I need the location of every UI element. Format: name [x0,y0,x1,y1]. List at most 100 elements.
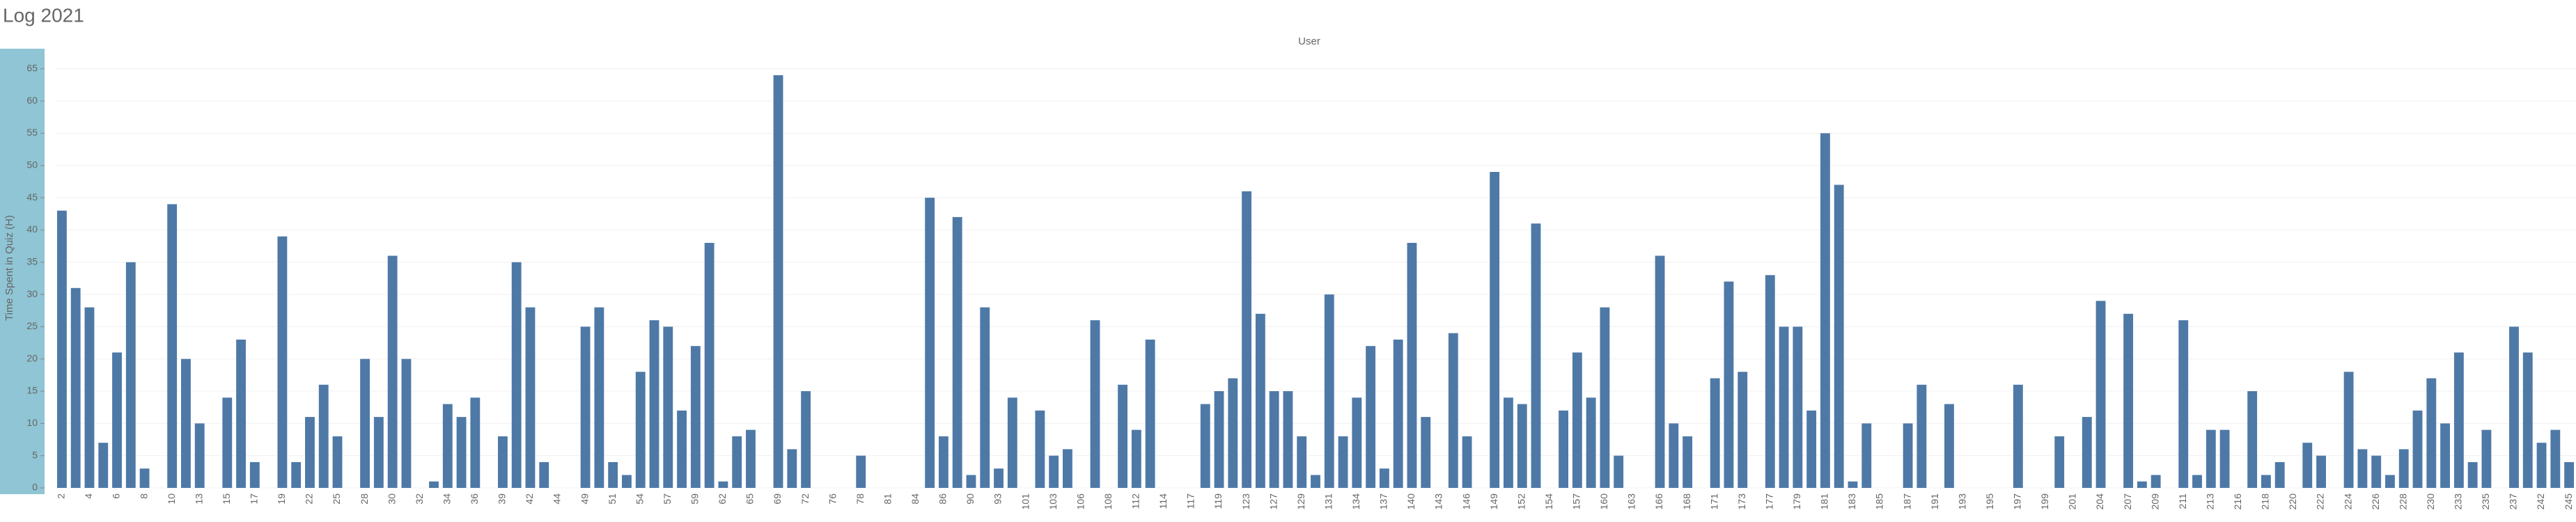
y-tick-label: 60 [26,95,38,106]
x-tick-label: 213 [2204,493,2215,510]
bar [1131,429,1141,488]
y-tick-label: 65 [26,62,38,73]
x-tick-label: 228 [2397,493,2408,510]
x-tick-label: 127 [1267,493,1279,510]
bar [1118,384,1127,488]
bar [1765,275,1775,488]
x-tick-label: 197 [2012,493,2023,510]
bar [2302,443,2313,488]
x-tick-label: 13 [193,493,204,505]
x-tick-label: 22 [304,493,315,505]
y-tick-label: 0 [32,482,38,493]
bar [1710,378,1720,488]
x-tick-label: 6 [111,493,122,499]
bar [2398,449,2409,488]
y-axis-title: Time Spent in Quiz (H) [3,215,15,321]
bar [194,423,205,488]
x-tick-label: 152 [1515,493,1527,510]
bar [1214,391,1224,488]
bar [1379,468,1389,488]
bar [70,287,81,488]
bar [401,358,412,488]
x-tick-label: 76 [827,493,838,505]
y-tick-label: 10 [26,417,38,428]
x-tick-label: 90 [965,493,976,505]
bar [1255,313,1265,488]
x-tick-label: 19 [276,493,287,505]
x-tick-label: 86 [937,493,949,505]
y-axis-band [0,49,45,494]
x-tick-label: 36 [469,493,480,505]
bar [635,372,646,488]
x-tick-label: 207 [2122,493,2133,510]
x-tick-label: 183 [1846,493,1857,510]
bar [2219,429,2230,488]
bar [1517,404,1527,488]
bar [1393,339,1403,488]
x-tick-label: 168 [1681,493,1692,510]
y-tick-label: 50 [26,159,38,170]
x-tick-label: 242 [2535,493,2546,510]
x-tick-label: 28 [359,493,370,505]
bar [1738,372,1748,488]
bar [2261,475,2271,488]
bar [1820,133,1830,489]
bar [1572,352,1582,488]
x-tick-label: 8 [138,493,149,499]
x-tick-label: 222 [2315,493,2326,510]
bar [952,216,962,488]
x-tick-label: 59 [689,493,701,505]
x-tick-label: 195 [1984,493,1995,510]
bar [2426,378,2437,488]
x-tick-label: 191 [1929,493,1940,510]
bar [608,461,618,488]
x-tick-label: 171 [1708,493,1719,510]
bar [1421,417,1431,488]
x-tick-label: 173 [1736,493,1747,510]
bar [1504,397,1513,488]
chart-title: Log 2021 [3,4,84,26]
bar [1063,449,1072,488]
bar [1338,436,1348,488]
x-tick-label: 72 [799,493,811,505]
bar [1655,255,1665,488]
x-tick-label: 62 [717,493,728,505]
x-tick-label: 81 [882,493,893,505]
bar [1269,391,1279,488]
bar [1035,410,1045,488]
y-tick-label: 30 [26,288,38,299]
bar [470,397,481,488]
bar [1324,294,1334,488]
x-tick-label: 25 [331,493,342,505]
bar [181,358,191,488]
x-tick-label: 146 [1460,493,1472,510]
x-tick-label: 226 [2370,493,2381,510]
bar [938,436,949,488]
bar [663,326,673,488]
x-tick-label: 185 [1874,493,1885,510]
bar [1834,184,1844,488]
bar [2550,429,2561,488]
x-tick-label: 117 [1185,493,1196,509]
bar [690,346,701,488]
bar [1614,455,1624,488]
bar [84,307,95,488]
bar [1531,223,1541,488]
bar [442,404,453,488]
bar [1311,475,1320,488]
bar [456,417,467,488]
bar [1090,320,1100,488]
bar [277,236,288,488]
x-tick-label: 4 [83,493,94,499]
bar [1600,307,1610,488]
bar [732,436,742,488]
x-tick-label: 114 [1157,493,1169,509]
bar [360,358,370,488]
x-tick-label: 137 [1378,493,1389,510]
bar [1559,410,1568,488]
bar [2013,384,2023,488]
bar [387,255,398,488]
bar [2343,372,2354,488]
x-tick-label: 177 [1763,493,1774,510]
